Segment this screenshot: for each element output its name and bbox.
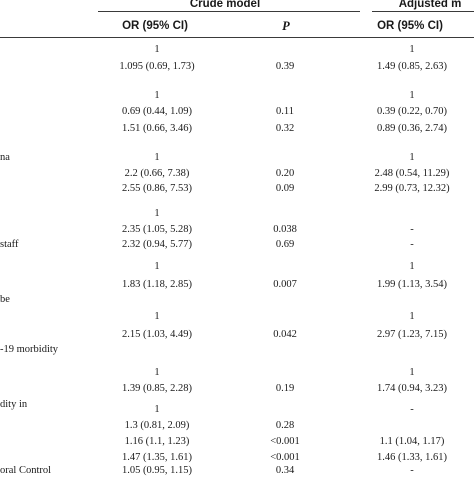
adjusted-or-cell: 1 (409, 367, 415, 378)
crude-or-cell: 1.3 (0.81, 2.09) (124, 420, 190, 431)
crude-or-cell: 1 (154, 208, 160, 219)
row-label: staff (0, 239, 19, 250)
crude-or-cell: 1 (154, 90, 160, 101)
table-row: 2.15 (1.03, 4.49) 0.042 2.97 (1.23, 7.15) (0, 329, 474, 341)
adjusted-or-cell: 1.74 (0.94, 3.23) (377, 383, 447, 394)
adjusted-or-cell: 1 (409, 311, 415, 322)
crude-p-cell: 0.19 (275, 383, 295, 394)
adjusted-or-cell: - (410, 224, 414, 235)
table-row: 1.47 (1.35, 1.61) <0.001 1.46 (1.33, 1.61) (0, 452, 474, 464)
adjusted-model-rule (372, 11, 474, 12)
crude-or-cell: 1 (154, 261, 160, 272)
crude-or-cell: 2.55 (0.86, 7.53) (122, 183, 192, 194)
row-label: na (0, 152, 10, 163)
adjusted-or-cell: 1.46 (1.33, 1.61) (377, 452, 447, 463)
crude-or-cell: 1 (154, 311, 160, 322)
crude-p-cell: 0.69 (275, 239, 295, 250)
table-row: 2.35 (1.05, 5.28) 0.038 - (0, 224, 474, 236)
adjusted-or-ci-header: OR (95% CI) (377, 20, 443, 32)
crude-p-cell: 0.39 (275, 61, 295, 72)
table-row: 1.16 (1.1, 1.23) <0.001 1.1 (1.04, 1.17) (0, 436, 474, 448)
table-row: staff 2.32 (0.94, 5.77) 0.69 - (0, 239, 474, 251)
crude-or-cell: 2.2 (0.66, 7.38) (124, 168, 190, 179)
row-label: oral Control (0, 465, 52, 476)
crude-or-cell: 2.15 (1.03, 4.49) (122, 329, 192, 340)
crude-p-cell: 0.34 (275, 465, 295, 476)
crude-or-cell: 1 (154, 404, 160, 415)
row-label: dity in (0, 399, 28, 410)
crude-or-cell: 1.51 (0.66, 3.46) (122, 123, 192, 134)
table-row: na 1 1 (0, 152, 474, 164)
crude-p-cell: 0.28 (275, 420, 295, 431)
table-row: 1- (0, 404, 474, 416)
crude-or-cell: 1 (154, 44, 160, 55)
adjusted-or-cell: 1.1 (1.04, 1.17) (379, 436, 445, 447)
crude-or-cell: 1.05 (0.95, 1.15) (122, 465, 192, 476)
crude-or-cell: 1.47 (1.35, 1.61) (122, 452, 192, 463)
crude-or-cell: 1.16 (1.1, 1.23) (124, 436, 190, 447)
adjusted-or-cell: 1 (409, 90, 415, 101)
crude-or-cell: 1 (154, 152, 160, 163)
crude-p-header: P (282, 19, 290, 33)
table-row: 1.095 (0.69, 1.73) 0.39 1.49 (0.85, 2.63) (0, 61, 474, 73)
crude-or-cell: 0.69 (0.44, 1.09) (122, 106, 192, 117)
adjusted-or-cell: - (410, 404, 414, 415)
crude-or-ci-header: OR (95% CI) (122, 20, 188, 32)
crude-or-cell: 2.35 (1.05, 5.28) (122, 224, 192, 235)
adjusted-or-cell: 0.39 (0.22, 0.70) (377, 106, 447, 117)
table-row: 1.51 (0.66, 3.46) 0.32 0.89 (0.36, 2.74) (0, 123, 474, 135)
crude-p-cell: 0.09 (275, 183, 295, 194)
table-row: 1.39 (0.85, 2.28) 0.19 1.74 (0.94, 3.23) (0, 383, 474, 395)
row-label: be (0, 294, 10, 305)
adjusted-or-cell: - (410, 239, 414, 250)
table-row: dity in (0, 399, 474, 411)
adjusted-model-header: Adjusted m (398, 0, 462, 10)
adjusted-or-cell: 1.99 (1.13, 3.54) (377, 279, 447, 290)
adjusted-or-cell: 1 (409, 152, 415, 163)
crude-p-cell: 0.32 (275, 123, 295, 134)
table-row: 1.83 (1.18, 2.85) 0.007 1.99 (1.13, 3.54) (0, 279, 474, 291)
crude-p-cell: 0.20 (275, 168, 295, 179)
crude-p-cell: 0.11 (276, 106, 294, 117)
row-label: -19 morbidity (0, 344, 59, 355)
table-row: 1.3 (0.81, 2.09) 0.28 (0, 420, 474, 432)
crude-model-rule (98, 11, 360, 12)
crude-or-cell: 1.39 (0.85, 2.28) (122, 383, 192, 394)
adjusted-or-cell: 2.48 (0.54, 11.29) (374, 168, 450, 179)
table-row: 1 (0, 208, 474, 220)
crude-model-header: Crude model (189, 0, 261, 10)
table-row: 0.69 (0.44, 1.09) 0.11 0.39 (0.22, 0.70) (0, 106, 474, 118)
crude-p-cell: <0.001 (270, 436, 300, 447)
crude-p-cell: 0.038 (273, 224, 297, 235)
subheader-rule (0, 37, 474, 38)
table-row: -19 morbidity (0, 344, 474, 356)
crude-or-cell: 1.83 (1.18, 2.85) (122, 279, 192, 290)
adjusted-or-cell: 1 (409, 44, 415, 55)
crude-p-cell: 0.042 (273, 329, 297, 340)
adjusted-or-cell: 2.97 (1.23, 7.15) (377, 329, 447, 340)
crude-or-cell: 1 (154, 367, 160, 378)
crude-or-cell: 2.32 (0.94, 5.77) (122, 239, 192, 250)
adjusted-or-cell: 0.89 (0.36, 2.74) (377, 123, 447, 134)
crude-p-cell: 0.007 (273, 279, 297, 290)
table-row: oral Control 1.05 (0.95, 1.15) 0.34 - (0, 465, 474, 477)
adjusted-or-cell: 1.49 (0.85, 2.63) (377, 61, 447, 72)
table-row: be (0, 294, 474, 306)
crude-or-cell: 1.095 (0.69, 1.73) (119, 61, 195, 72)
crude-p-cell: <0.001 (270, 452, 300, 463)
table-row: 2.55 (0.86, 7.53) 0.09 2.99 (0.73, 12.32) (0, 183, 474, 195)
table-row: 2.2 (0.66, 7.38) 0.20 2.48 (0.54, 11.29) (0, 168, 474, 180)
adjusted-or-cell: 2.99 (0.73, 12.32) (374, 183, 450, 194)
adjusted-or-cell: 1 (409, 261, 415, 272)
adjusted-or-cell: - (410, 465, 414, 476)
